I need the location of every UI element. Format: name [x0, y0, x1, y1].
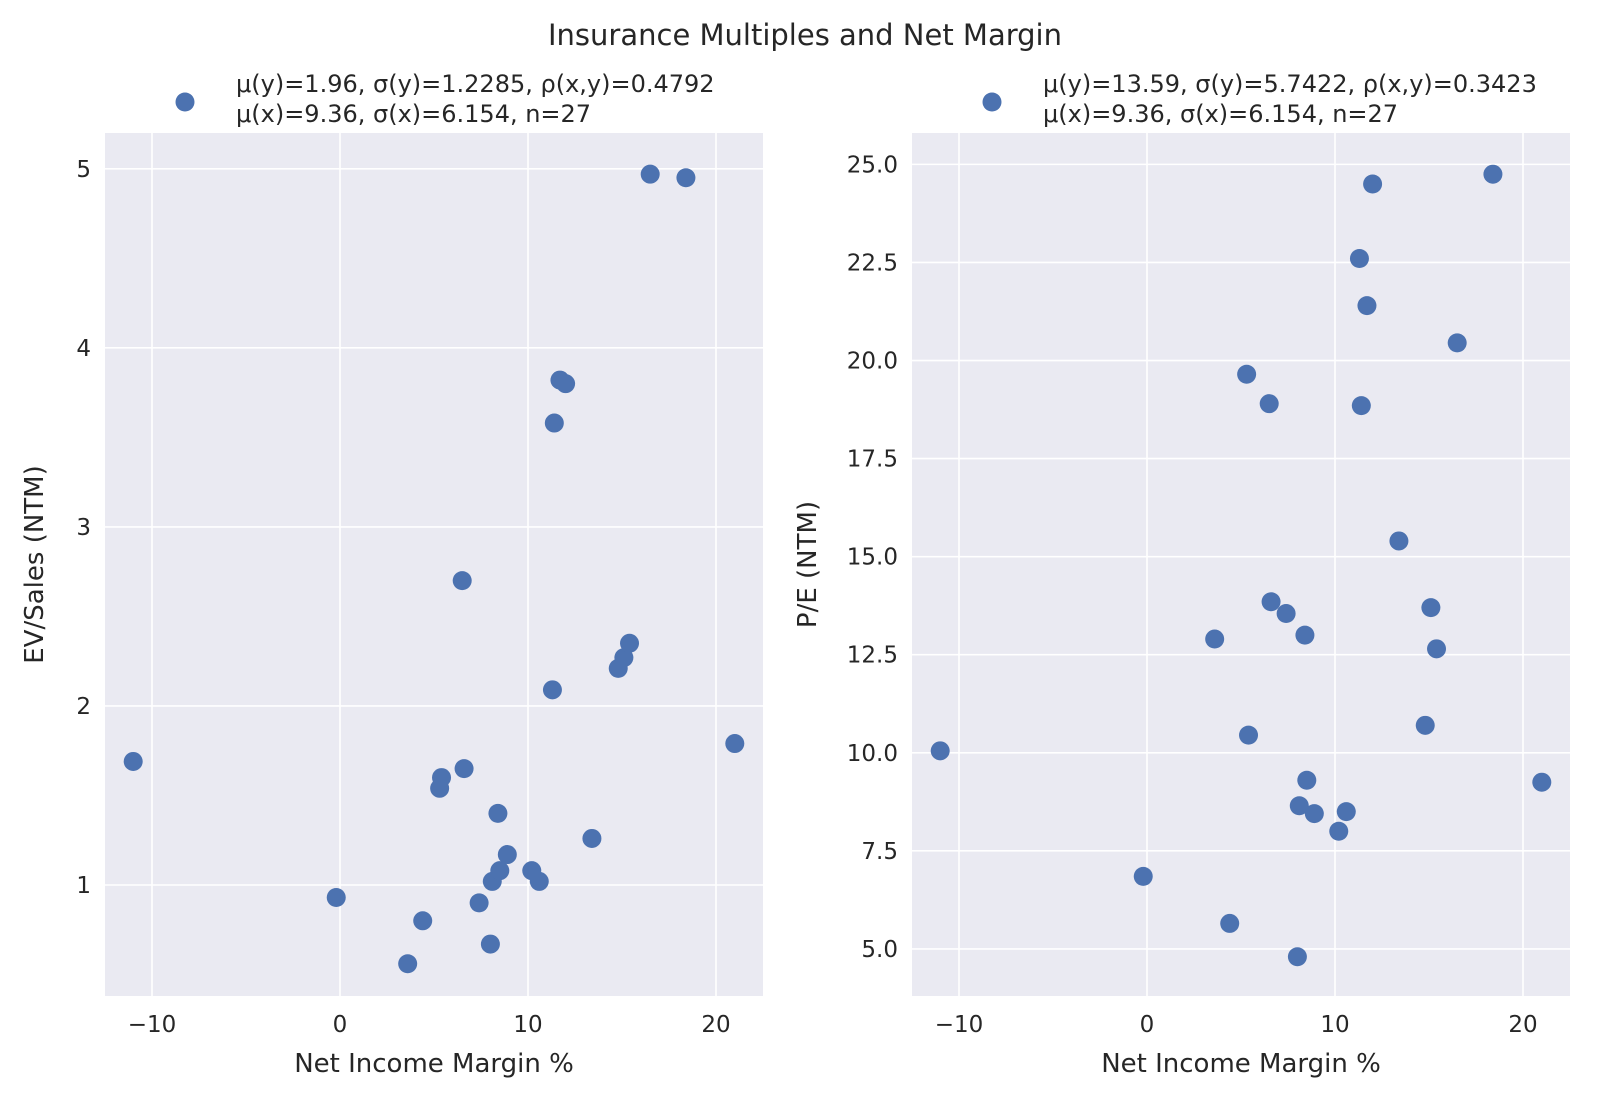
data-point [497, 845, 517, 865]
data-point [398, 954, 418, 974]
data-point [1205, 629, 1225, 649]
data-point [544, 413, 564, 433]
data-point [490, 861, 510, 881]
data-point [1239, 725, 1259, 745]
data-point [1295, 625, 1315, 645]
data-point [480, 934, 500, 954]
data-point [1447, 333, 1467, 353]
legend-marker [175, 92, 195, 112]
data-point [1415, 715, 1435, 735]
data-point [542, 680, 562, 700]
x-axis-label: Net Income Margin % [1101, 1049, 1381, 1079]
data-point [556, 374, 576, 394]
y-tick-label: 12.5 [847, 643, 898, 669]
x-tick-label: 10 [1320, 1012, 1349, 1038]
panels: −10 0 10 20 1 2 3 4 5 Net Income Margin % EV/Sales… [20, 70, 1570, 1079]
y-tick-label: 5 [76, 157, 91, 183]
y-tick-label: 15.0 [847, 545, 898, 571]
data-point [1483, 164, 1503, 184]
data-point [1349, 249, 1369, 269]
x-axis-label: Net Income Margin % [294, 1049, 574, 1079]
figure-title: Insurance Multiples and Net Margin [548, 18, 1062, 52]
data-point [614, 648, 634, 668]
data-point [454, 759, 474, 779]
scatter-panel-2: −10 0 10 20 5.0 7.5 10.0 12.5 15.0 17.5 20.0 22.5 25… [793, 70, 1570, 1079]
plot-area [105, 133, 763, 996]
x-tick-label: −10 [128, 1012, 177, 1038]
data-point [725, 734, 745, 754]
y-tick-label: 25.0 [847, 152, 898, 178]
data-point [452, 571, 472, 591]
data-point [1276, 604, 1296, 624]
data-point [1357, 296, 1377, 316]
y-tick-label: 4 [76, 336, 91, 362]
data-point [1329, 821, 1349, 841]
legend: μ(y)=1.96, σ(y)=1.2285, ρ(x,y)=0.4792μ(x… [175, 70, 715, 128]
data-point [326, 888, 346, 908]
data-point [413, 911, 433, 931]
data-point [1421, 598, 1441, 618]
data-point [1427, 639, 1447, 659]
data-point [1261, 592, 1281, 612]
data-point [1532, 772, 1552, 792]
y-tick-label: 17.5 [847, 447, 898, 473]
y-tick-label: 2 [76, 694, 91, 720]
y-axis-label: P/E (NTM) [793, 501, 823, 628]
data-point [1336, 802, 1356, 822]
y-tick-label: 20.0 [847, 349, 898, 375]
y-tick-label: 1 [76, 873, 91, 899]
legend-line-2: μ(x)=9.36, σ(x)=6.154, n=27 [236, 100, 591, 128]
data-point [1220, 913, 1240, 933]
data-point [529, 871, 549, 891]
data-point [1287, 947, 1307, 967]
legend-line-1: μ(y)=13.59, σ(y)=5.7422, ρ(x,y)=0.3423 [1043, 70, 1537, 98]
scatter-panel-1: −10 0 10 20 1 2 3 4 5 Net Income Margin % EV/Sales… [20, 70, 763, 1079]
data-point [676, 168, 696, 188]
y-tick-label: 7.5 [861, 839, 898, 865]
y-tick-label: 22.5 [847, 250, 898, 276]
data-point [469, 893, 489, 913]
y-tick-label: 5.0 [861, 937, 898, 963]
x-tick-label: −10 [935, 1012, 984, 1038]
data-point [1133, 866, 1153, 886]
data-point [1297, 770, 1317, 790]
plot-area [912, 133, 1570, 996]
data-point [1363, 174, 1383, 194]
x-tick-label: 20 [1508, 1012, 1537, 1038]
data-point [1389, 531, 1409, 551]
legend-line-2: μ(x)=9.36, σ(x)=6.154, n=27 [1043, 100, 1398, 128]
x-tick-label: 0 [1140, 1012, 1155, 1038]
x-tick-label: 0 [333, 1012, 348, 1038]
data-point [1304, 804, 1324, 824]
legend: μ(y)=13.59, σ(y)=5.7422, ρ(x,y)=0.3423μ(… [982, 70, 1537, 128]
data-point [640, 164, 660, 184]
legend-marker [982, 92, 1002, 112]
data-point [1351, 396, 1371, 416]
data-point [123, 751, 143, 771]
data-point [582, 828, 602, 848]
x-tick-label: 10 [513, 1012, 542, 1038]
data-point [620, 633, 640, 653]
data-point [930, 741, 950, 761]
data-point [432, 768, 452, 788]
data-point [488, 803, 508, 823]
y-tick-label: 3 [76, 515, 91, 541]
y-tick-label: 10.0 [847, 741, 898, 767]
x-tick-label: 20 [701, 1012, 730, 1038]
legend-line-1: μ(y)=1.96, σ(y)=1.2285, ρ(x,y)=0.4792 [236, 70, 715, 98]
data-point [1259, 394, 1279, 414]
data-point [1289, 796, 1309, 816]
data-point [1237, 364, 1257, 384]
y-axis-label: EV/Sales (NTM) [20, 465, 50, 664]
